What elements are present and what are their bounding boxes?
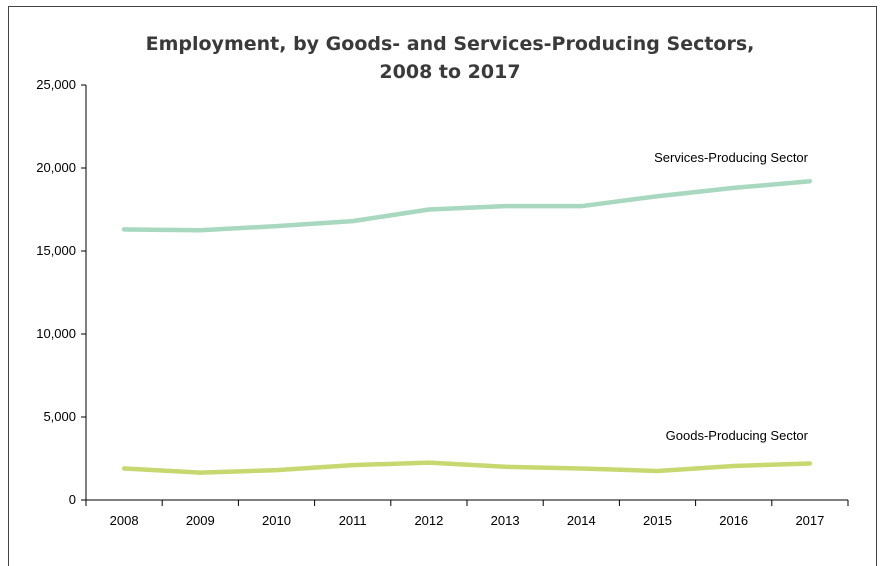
x-tick-label: 2010	[262, 513, 291, 528]
y-tick-label: 20,000	[36, 160, 76, 175]
x-tick-label: 2017	[795, 513, 824, 528]
x-tick-label: 2014	[567, 513, 596, 528]
x-tick-label: 2016	[719, 513, 748, 528]
y-tick-label: 25,000	[36, 77, 76, 92]
y-tick-label: 0	[69, 492, 76, 507]
series-label-services: Services-Producing Sector	[654, 150, 809, 165]
x-tick-label: 2009	[186, 513, 215, 528]
x-tick-label: 2011	[339, 513, 367, 528]
series-layer	[121, 179, 813, 475]
chart-title: Employment, by Goods- and Services-Produ…	[146, 33, 755, 55]
x-tick-label: 2012	[414, 513, 443, 528]
y-tick-label: 5,000	[43, 409, 76, 424]
x-tick-label: 2015	[643, 513, 672, 528]
x-tick-label: 2013	[491, 513, 520, 528]
chart-frame	[8, 6, 877, 566]
series-line-goods	[121, 460, 813, 475]
series-label-goods: Goods-Producing Sector	[666, 428, 809, 443]
x-tick-label: 2008	[110, 513, 139, 528]
chart-subtitle: 2008 to 2017	[379, 61, 520, 83]
y-tick-label: 10,000	[36, 326, 76, 341]
series-line-services	[121, 179, 813, 233]
y-tick-label: 15,000	[36, 243, 76, 258]
axes: 0 5,000 10,000 15,000 20,000 25,000 2008 2009 20…	[36, 77, 849, 528]
